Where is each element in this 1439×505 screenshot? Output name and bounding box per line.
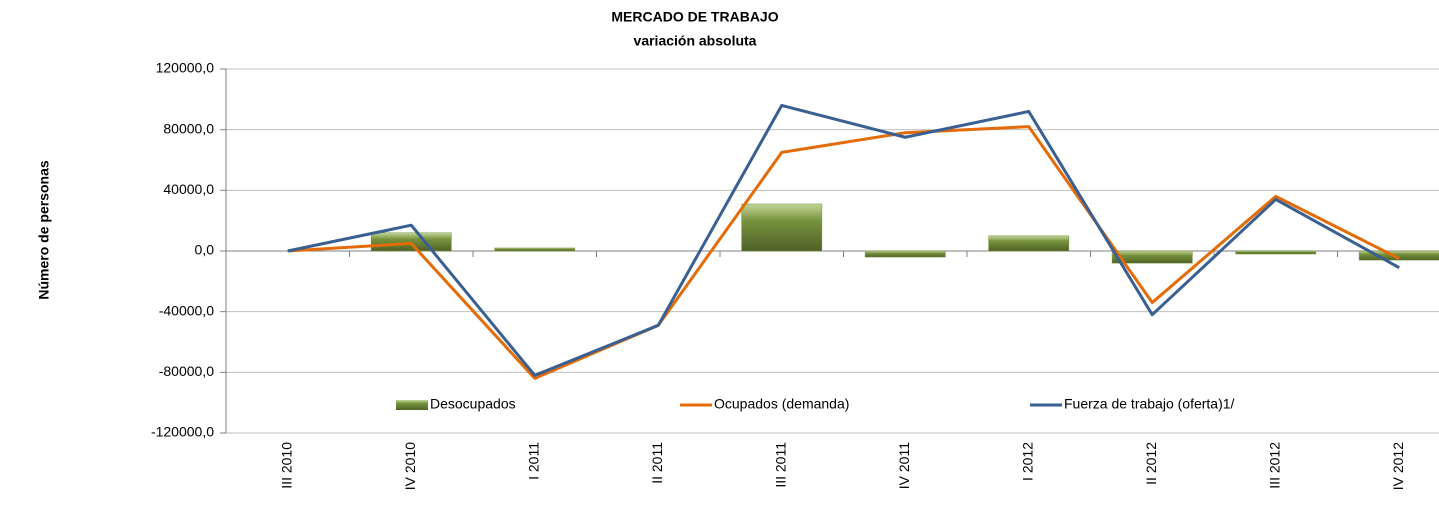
x-tick-label: II 2012 <box>1143 442 1159 485</box>
y-tick-label: -40000,0 <box>159 302 214 318</box>
legend-swatch <box>396 400 428 410</box>
chart-title: MERCADO DE TRABAJO <box>611 9 778 25</box>
x-tick-label: III 2010 <box>278 442 294 489</box>
y-tick-label: -120000,0 <box>151 424 214 440</box>
bar <box>1111 250 1193 264</box>
y-tick-label: 80000,0 <box>163 120 214 136</box>
chart-subtitle: variación absoluta <box>634 33 757 49</box>
bar <box>864 250 946 258</box>
legend-label: Desocupados <box>430 396 516 412</box>
line <box>287 103 1400 377</box>
x-tick-label: IV 2010 <box>402 442 418 490</box>
bar <box>1235 250 1317 255</box>
bar <box>988 235 1070 252</box>
x-tick-label: II 2011 <box>649 442 665 484</box>
bar <box>741 203 823 252</box>
x-tick-label: IV 2011 <box>896 442 912 489</box>
x-tick-label: III 2011 <box>772 442 788 488</box>
x-tick-label: I 2012 <box>1019 442 1035 481</box>
line <box>287 125 1400 380</box>
legend-label: Fuerza de trabajo (oferta)1/ <box>1064 396 1235 412</box>
y-axis-label: Número de personas <box>36 160 52 299</box>
y-tick-label: -80000,0 <box>159 363 214 379</box>
legend-label: Ocupados (demanda) <box>714 396 849 412</box>
x-tick-label: IV 2012 <box>1390 442 1406 490</box>
x-tick-label: I 2011 <box>525 442 541 480</box>
bar <box>1358 250 1439 261</box>
y-tick-label: 0,0 <box>195 242 215 258</box>
x-tick-label: III 2012 <box>1266 442 1282 489</box>
y-tick-label: 120000,0 <box>156 60 215 76</box>
y-tick-label: 40000,0 <box>163 181 214 197</box>
bar <box>494 247 576 252</box>
bar <box>370 232 452 252</box>
